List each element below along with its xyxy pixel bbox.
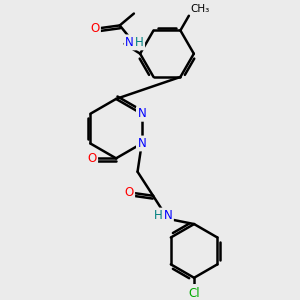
Text: N: N	[164, 209, 172, 222]
Text: Cl: Cl	[188, 287, 200, 300]
Text: N: N	[125, 36, 134, 49]
Text: H: H	[154, 209, 162, 222]
Text: N: N	[137, 107, 146, 120]
Text: N: N	[137, 137, 146, 150]
Text: H: H	[135, 36, 144, 49]
Text: O: O	[87, 152, 97, 165]
Text: CH₃: CH₃	[190, 4, 209, 14]
Text: O: O	[90, 22, 100, 35]
Text: O: O	[124, 187, 134, 200]
